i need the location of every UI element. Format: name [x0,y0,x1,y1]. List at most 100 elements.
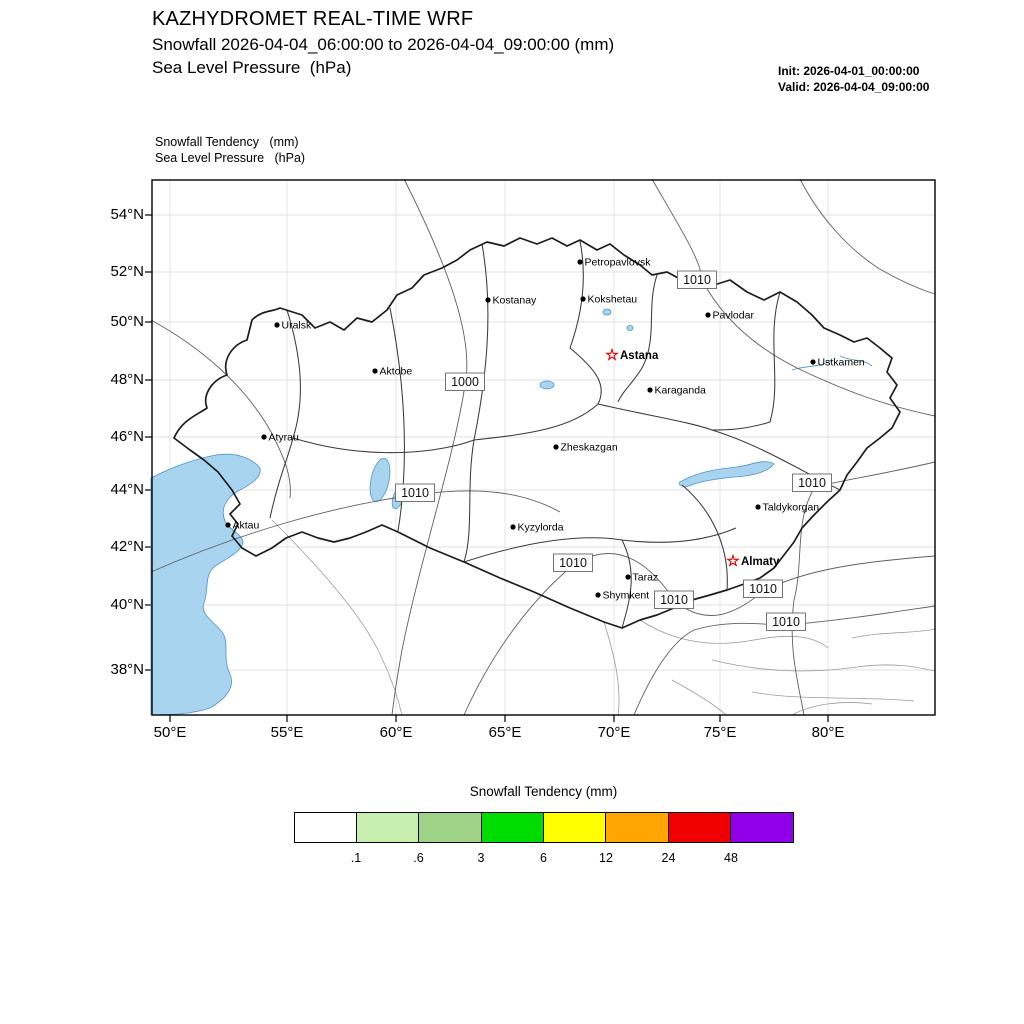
small-lake-3 [626,325,634,331]
latitude-axis: 54°N 52°N 50°N 48°N 46°N 44°N 42°N 40°N 38°N [92,180,144,715]
legend-swatch-0 [293,812,357,843]
legend: Snowfall Tendency (mm) .1 .6 3 6 12 24 48 [152,784,935,869]
city-dot [510,524,516,530]
lat-label: 50°N [110,313,144,330]
lat-label: 40°N [110,596,144,613]
contour-1000 [391,178,468,716]
contour-1010-s2 [633,605,936,716]
legend-tick: 48 [724,851,738,865]
terrain-1 [711,659,936,672]
legend-swatch-2 [418,812,482,843]
city-dot [580,296,586,302]
product-subtitle-snowfall: Snowfall 2026-04-04_06:00:00 to 2026-04-… [152,35,615,54]
city-label: Kyzylorda [518,522,564,534]
capital-label: Almaty [741,556,780,568]
legend-swatch-4 [543,812,607,843]
irtysh-river [791,355,873,371]
contour-ne [799,178,936,295]
pressure-label: 1010 [749,582,777,596]
pressure-label-box [792,473,832,492]
city-dot [595,592,601,598]
legend-colorbar [293,812,794,843]
city-label: Zheskazgan [561,442,618,454]
pressure-label-box [677,270,717,289]
caption-pressure: Sea Level Pressure (hPa) [155,151,306,165]
pressure-label: 1010 [798,476,826,490]
small-lake-2 [602,308,612,316]
pressure-label: 1010 [683,273,711,287]
legend-title: Snowfall Tendency (mm) [469,784,618,799]
legend-tick: 24 [661,851,676,865]
pressure-label-box [654,590,694,609]
legend-tick: 6 [540,851,547,865]
pressure-label: 1000 [451,375,479,389]
city-label: Kokshetau [588,294,638,306]
pressure-value-labels: 1010 1000 1010 1010 1010 1010 1010 1010 [395,270,832,631]
city-label: Petropavlovsk [585,257,652,269]
lat-label: 54°N [110,206,144,223]
capital-star-icon [605,347,619,361]
city-label: Taraz [633,572,659,584]
city-markers: Petropavlovsk Kostanay Kokshetau Pavlodar Ur… [225,257,865,602]
city-label: Atyrau [269,432,300,444]
init-time: Init: 2026-04-01_00:00:00 [778,64,920,78]
city-label: Taldykorgan [763,502,820,514]
pressure-label: 1010 [559,556,587,570]
city-dot [553,444,559,450]
lat-label: 52°N [110,263,144,280]
lake-balkhash [678,461,775,488]
lon-label: 75°E [703,724,737,741]
city-dot [755,504,761,510]
header: KAZHYDROMET REAL-TIME WRF Snowfall 2026-… [152,6,614,79]
legend-tick: 3 [477,851,485,865]
legend-swatch-1 [355,812,420,843]
lon-label: 55°E [270,724,304,741]
pressure-label: 1010 [772,615,800,629]
pressure-label: 1010 [401,486,429,500]
city-label: Kostanay [493,295,538,307]
valid-time: Valid: 2026-04-04_09:00:00 [778,80,930,94]
city-dot [705,312,711,318]
city-label: Karaganda [655,385,707,397]
city-dot [225,522,231,528]
city-dot [810,359,816,365]
border-kyrgyzstan [639,619,829,649]
legend-tick-labels: .1 .6 3 6 12 24 48 [294,851,794,869]
caption-snowfall: Snowfall Tendency (mm) [155,135,299,149]
longitude-axis: 50°E 55°E 60°E 65°E 70°E 75°E 80°E [152,724,935,744]
neighbor-borders-terrain [271,519,936,716]
caspian-sea [150,453,261,716]
map-caption: Snowfall Tendency (mm) Sea Level Pressur… [155,134,305,166]
lat-label: 42°N [110,538,144,555]
lat-label: 44°N [110,481,144,498]
city-label: Pavlodar [713,310,755,322]
city-dot [485,297,491,303]
contour-nw [150,319,291,499]
city-dot [625,574,631,580]
legend-tick: .6 [413,851,424,865]
city-label: Ustkamen [818,357,865,369]
border-uzbekistan [271,519,403,716]
product-subtitle-pressure: Sea Level Pressure (hPa) [152,58,352,77]
pressure-label-box [743,579,783,598]
pressure-label-box [553,553,593,572]
run-times: Init: 2026-04-01_00:00:00 Valid: 2026-04… [778,63,929,95]
city-dot [372,368,378,374]
lake-tengiz [539,380,555,390]
lon-label: 70°E [597,724,631,741]
legend-swatch-6 [667,812,732,843]
city-label: Aktau [233,520,260,532]
lon-label: 60°E [379,724,413,741]
legend-swatch-3 [480,812,544,843]
lon-label: 65°E [488,724,522,741]
lat-label: 38°N [110,661,144,678]
terrain-5 [791,702,873,716]
city-dot [261,434,267,440]
aral-sea [369,457,391,503]
graticule [145,180,935,722]
city-dot [274,322,280,328]
terrain-4 [851,628,936,639]
city-label: Shymkent [603,590,650,602]
legend-tick: .1 [350,851,362,865]
contour-1010-n [651,178,936,417]
